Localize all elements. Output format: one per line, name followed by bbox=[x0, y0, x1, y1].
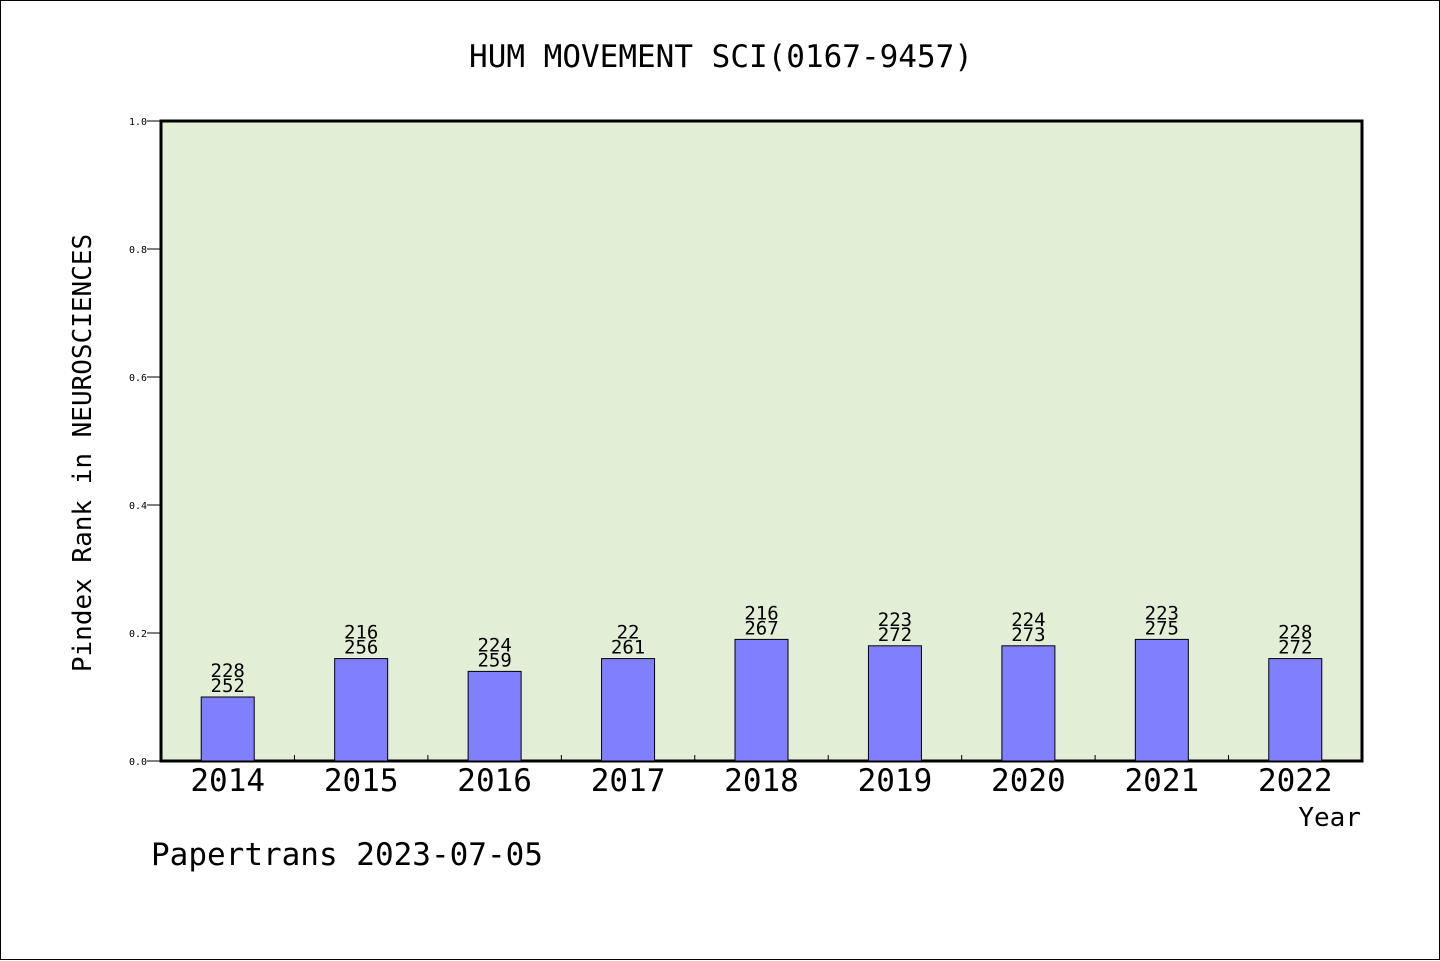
bar-label-top: 216 bbox=[344, 622, 378, 644]
x-tick-label: 2022 bbox=[1258, 763, 1333, 799]
bar-label-top: 224 bbox=[1011, 609, 1045, 631]
y-axis-label: Pindex Rank in NEUROSCIENCES bbox=[68, 234, 98, 672]
bar-label-top: 22 bbox=[617, 622, 640, 644]
x-tick-label: 2016 bbox=[457, 763, 532, 799]
bar-label-bottom: 272 bbox=[1278, 637, 1312, 659]
bar-label-top: 224 bbox=[477, 634, 511, 656]
bar bbox=[1268, 658, 1323, 762]
bar-label-bottom: 252 bbox=[211, 675, 245, 697]
bar bbox=[1001, 645, 1056, 762]
bar bbox=[867, 645, 922, 762]
bar-label-top: 223 bbox=[878, 609, 912, 631]
x-tick-label: 2015 bbox=[324, 763, 399, 799]
y-tick-label: 0.0 bbox=[129, 757, 147, 768]
bar-label-bottom: 261 bbox=[611, 637, 645, 659]
x-tick-label: 2019 bbox=[858, 763, 933, 799]
x-tick-label: 2017 bbox=[591, 763, 666, 799]
bar-label-bottom: 275 bbox=[1145, 617, 1179, 639]
bar-label-top: 216 bbox=[744, 602, 778, 624]
x-axis-label: Year bbox=[1298, 803, 1361, 833]
x-tick-label: 2020 bbox=[991, 763, 1066, 799]
y-tick-label: 1.0 bbox=[129, 117, 147, 128]
y-ticks: 0.0 0.2 0.4 0.6 0.8 1.0 bbox=[129, 117, 161, 768]
bars bbox=[200, 638, 1323, 762]
bar bbox=[734, 638, 789, 762]
x-tick-label: 2018 bbox=[724, 763, 799, 799]
bar-label-top: 228 bbox=[211, 660, 245, 682]
bar bbox=[200, 696, 255, 762]
bar bbox=[334, 658, 389, 762]
bar-label-top: 228 bbox=[1278, 622, 1312, 644]
bar bbox=[467, 670, 522, 762]
x-tick-label: 2021 bbox=[1125, 763, 1200, 799]
bar-label-bottom: 272 bbox=[878, 624, 912, 646]
y-tick-label: 0.6 bbox=[129, 373, 147, 384]
footer-text: Papertrans 2023-07-05 bbox=[151, 837, 543, 873]
bar-label-bottom: 267 bbox=[744, 617, 778, 639]
x-tick-label: 2014 bbox=[190, 763, 265, 799]
bar bbox=[601, 658, 656, 762]
y-tick-label: 0.2 bbox=[129, 629, 147, 640]
bar-label-bottom: 273 bbox=[1011, 624, 1045, 646]
y-tick-label: 0.8 bbox=[129, 245, 147, 256]
x-ticks: 2014 2015 2016 2017 2018 2019 2020 2021 2022 bbox=[190, 755, 1333, 799]
chart-title: HUM MOVEMENT SCI(0167-9457) bbox=[469, 39, 973, 75]
bar bbox=[1134, 638, 1189, 762]
bar-label-bottom: 259 bbox=[477, 649, 511, 671]
y-tick-label: 0.4 bbox=[129, 501, 147, 512]
bar-label-bottom: 256 bbox=[344, 637, 378, 659]
bar-label-top: 223 bbox=[1145, 602, 1179, 624]
